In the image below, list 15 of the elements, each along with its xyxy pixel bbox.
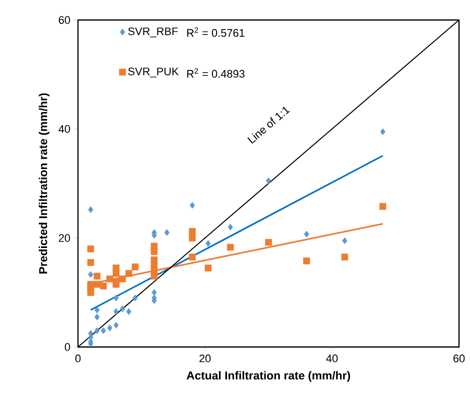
legend-label: SVR_PUK: [128, 68, 179, 78]
y-tick-label: 60: [58, 16, 70, 24]
annotation: R$^{2}$ = 0.4893: [187, 68, 244, 78]
x-tick-label: 0: [75, 354, 81, 362]
x-tick-label: 20: [199, 354, 211, 362]
y-tick-label: 40: [58, 125, 70, 133]
x-axis-title: Actual Infiltration rate (mm/hr): [186, 371, 350, 382]
y-tick-label: 0: [64, 343, 70, 351]
y-tick-label: 20: [58, 234, 70, 242]
x-tick-label: 40: [326, 354, 338, 362]
x-tick-label: 60: [453, 354, 465, 362]
annotation: Line of 1:1: [247, 106, 290, 144]
y-axis-title: Predicted Infiltration rate (mm/hr): [38, 93, 50, 274]
annotation: R$^{2}$ = 0.5761: [187, 27, 244, 37]
legend-label: SVR_RBF: [128, 27, 178, 38]
